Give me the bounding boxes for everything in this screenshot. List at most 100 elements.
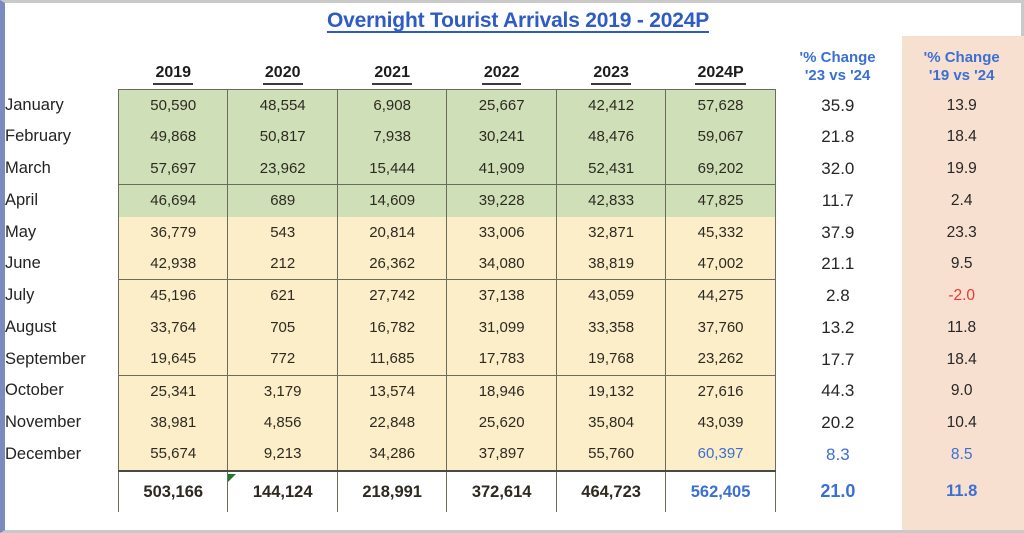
month-label: March xyxy=(5,152,119,185)
table-row: February 49,868 50,817 7,938 30,241 48,476 59,… xyxy=(5,121,1024,153)
total-change-19-24: 11.8 xyxy=(946,482,978,501)
cell-2020: 50,817 xyxy=(227,121,338,153)
cell-change-23-24: 2.8 xyxy=(826,286,850,306)
cell-2019: 38,981 xyxy=(117,407,229,439)
total-2021: 218,991 xyxy=(336,469,448,512)
total-change-23-24: 21.0 xyxy=(820,481,856,502)
month-label: July xyxy=(5,279,119,312)
cell-2023: 42,833 xyxy=(555,184,667,217)
cell-2020: 621 xyxy=(227,279,338,312)
cell-2024p: 43,039 xyxy=(665,407,776,439)
cell-2021: 27,742 xyxy=(336,279,448,312)
cell-2022: 33,006 xyxy=(446,216,557,249)
change-header-line2: '23 vs '24 xyxy=(804,67,871,85)
cell-2020: 772 xyxy=(227,343,338,376)
cell-2022: 34,080 xyxy=(446,248,557,281)
cell-2024p: 47,002 xyxy=(665,248,776,281)
cell-2023: 32,871 xyxy=(555,216,667,249)
cell-change-23-24: 37.9 xyxy=(821,222,855,242)
cell-2019: 45,196 xyxy=(117,279,229,312)
cell-2021: 6,908 xyxy=(336,89,448,122)
cell-change-19-24: -2.0 xyxy=(948,287,976,305)
totals-row: 503,166 144,124 218,991 372,614 464,723 562,4… xyxy=(5,469,1024,512)
year-header-2021: 2021 xyxy=(337,39,446,90)
cell-change-23-24: 11.7 xyxy=(821,190,854,210)
cell-2020: 23,962 xyxy=(227,152,338,186)
cell-2023: 55,760 xyxy=(555,438,667,472)
cell-2020: 4,856 xyxy=(227,407,338,439)
cell-2022: 41,909 xyxy=(446,152,557,186)
cell-change-19-24: 18.4 xyxy=(946,350,977,368)
total-2019: 503,166 xyxy=(117,469,229,512)
year-header-label: 2024P xyxy=(695,64,746,85)
cell-2022: 25,620 xyxy=(446,407,557,439)
table-row: July 45,196 621 27,742 37,138 43,059 44,275 2.8… xyxy=(5,279,1024,312)
cell-2023: 48,476 xyxy=(555,121,667,153)
cell-change-23-24: 44.3 xyxy=(821,381,855,401)
table-row: October 25,341 3,179 13,574 18,946 19,132 27,6… xyxy=(5,375,1024,408)
cell-change-23-24: 8.3 xyxy=(826,444,850,464)
cell-2019: 57,697 xyxy=(117,152,229,186)
cell-change-19-24: 13.9 xyxy=(946,96,977,114)
cell-2021: 15,444 xyxy=(336,152,448,186)
cell-2021: 16,782 xyxy=(336,311,448,344)
cell-2021: 7,938 xyxy=(336,121,448,153)
table-row: June 42,938 212 26,362 34,080 38,819 47,002 21.… xyxy=(5,248,1024,281)
cell-2024p: 69,202 xyxy=(665,152,776,186)
change-header-line1: '% Change xyxy=(799,48,876,66)
cell-2024p: 47,825 xyxy=(665,184,776,217)
cell-2023: 19,132 xyxy=(555,375,667,408)
cell-2022: 17,783 xyxy=(446,343,557,376)
cell-change-19-24: 19.9 xyxy=(946,160,977,178)
cell-change-23-24: 17.7 xyxy=(821,349,855,369)
cell-2023: 43,059 xyxy=(555,279,667,312)
cell-change-19-24: 11.8 xyxy=(947,318,977,336)
table-row: December 55,674 9,213 34,286 37,897 55,760 60,… xyxy=(5,438,1024,472)
cell-2023: 52,431 xyxy=(555,152,667,186)
cell-2022: 37,897 xyxy=(446,438,557,472)
month-column-header xyxy=(5,39,119,90)
year-header-label: 2021 xyxy=(372,64,412,85)
cell-change-23-24: 21.8 xyxy=(821,127,855,147)
month-label: June xyxy=(5,248,119,280)
cell-2022: 31,099 xyxy=(446,311,557,344)
cell-2023: 42,412 xyxy=(555,89,667,122)
cell-change-19-24: 2.4 xyxy=(950,191,973,209)
year-header-2022: 2022 xyxy=(447,39,556,90)
cell-2020: 3,179 xyxy=(227,375,338,408)
cell-2020: 543 xyxy=(227,216,338,249)
arrivals-table: 2019 2020 2021 2022 2023 2024P '% Change… xyxy=(5,39,1024,512)
cell-2022: 37,138 xyxy=(446,279,557,312)
cell-2024p: 23,262 xyxy=(665,343,776,376)
cell-2021: 22,848 xyxy=(336,407,448,439)
year-header-label: 2019 xyxy=(153,64,194,85)
cell-2019: 19,645 xyxy=(117,343,229,376)
month-label: February xyxy=(5,121,119,153)
cell-2019: 25,341 xyxy=(117,375,229,408)
table-header-row: 2019 2020 2021 2022 2023 2024P '% Change… xyxy=(5,39,1024,90)
table-row: January 50,590 48,554 6,908 25,667 42,412 57,6… xyxy=(5,89,1024,122)
cell-2024p: 59,067 xyxy=(665,121,776,153)
cell-2021: 11,685 xyxy=(336,343,448,376)
cell-2023: 33,358 xyxy=(555,311,667,344)
year-header-label: 2022 xyxy=(481,64,522,85)
title-row: Overnight Tourist Arrivals 2019 - 2024P xyxy=(5,3,1021,39)
table-row: May 36,779 543 20,814 33,006 32,871 45,332 37.9… xyxy=(5,216,1024,249)
cell-2022: 30,241 xyxy=(446,121,557,153)
cell-change-23-24: 13.2 xyxy=(821,317,855,337)
cell-2024p: 60,397 xyxy=(665,438,776,472)
data-table-wrapper: 2019 2020 2021 2022 2023 2024P '% Change… xyxy=(5,39,1021,512)
month-label: October xyxy=(5,375,119,408)
cell-2021: 13,574 xyxy=(336,375,448,408)
year-header-2024p: 2024P xyxy=(666,39,775,90)
cell-2020: 9,213 xyxy=(227,438,338,472)
month-label: January xyxy=(5,89,119,122)
total-2023: 464,723 xyxy=(555,469,667,512)
table-row: September 19,645 772 11,685 17,783 19,768 23,2… xyxy=(5,343,1024,376)
cell-2021: 14,609 xyxy=(336,184,448,217)
cell-2024p: 45,332 xyxy=(665,216,776,249)
page-title: Overnight Tourist Arrivals 2019 - 2024P xyxy=(326,9,710,32)
cell-2019: 50,590 xyxy=(117,89,229,122)
change-header-line1: '% Change xyxy=(923,48,1000,66)
cell-2020: 689 xyxy=(227,184,338,217)
